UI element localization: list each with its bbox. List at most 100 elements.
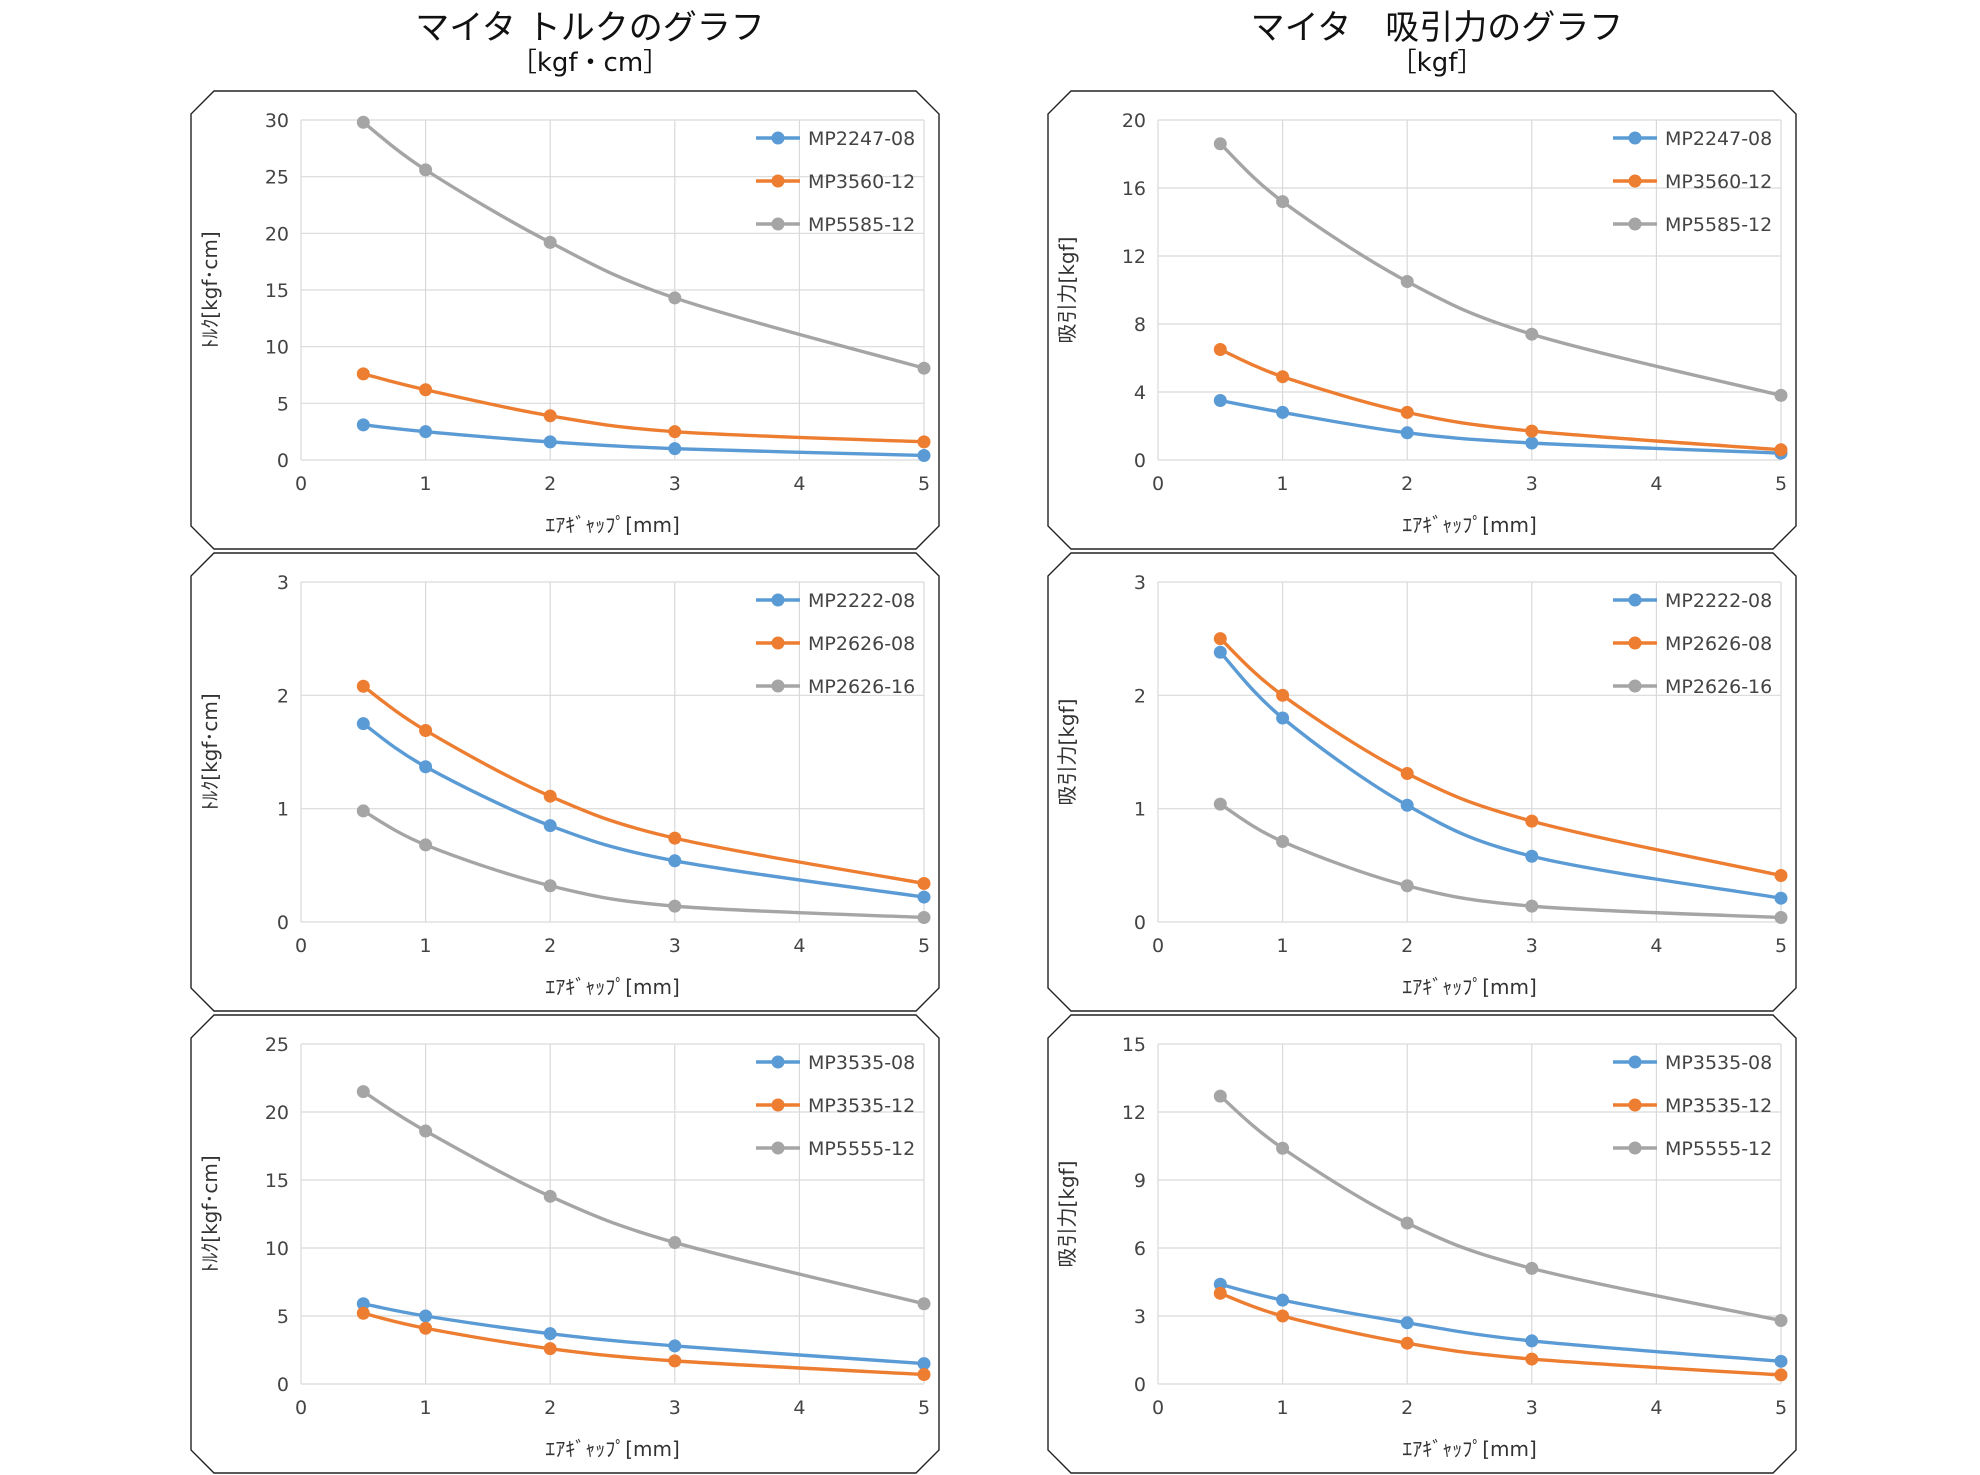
left-column-title: マイタ トルクのグラフ ［kgf・cm］ [270, 8, 910, 78]
x-tick-label: 0 [1152, 935, 1164, 957]
data-point [543, 1189, 557, 1203]
legend-marker [771, 1098, 785, 1112]
data-point [668, 291, 682, 305]
y-tick-label: 5 [277, 393, 289, 415]
data-point [1276, 1141, 1290, 1155]
data-point [668, 831, 682, 845]
data-point [1213, 394, 1227, 407]
torque-graph-unit: ［kgf・cm］ [510, 48, 670, 78]
data-point [1276, 1293, 1290, 1307]
data-point [1525, 814, 1539, 828]
y-axis-label: 吸引力[kgf] [1055, 237, 1079, 344]
legend-marker [1628, 131, 1642, 145]
data-point [1774, 388, 1788, 402]
y-tick-label: 15 [265, 1170, 289, 1192]
y-tick-label: 10 [265, 337, 289, 359]
data-point [1525, 436, 1539, 450]
y-tick-label: 1 [1134, 799, 1146, 821]
data-point [917, 1357, 931, 1371]
data-point [419, 723, 433, 737]
x-tick-label: 4 [793, 935, 805, 957]
legend-marker [1628, 174, 1642, 188]
data-point [668, 425, 682, 439]
legend-marker [771, 174, 785, 188]
y-tick-label: 0 [1134, 1374, 1146, 1396]
x-axis-label: ｴｱｷﾞｬｯﾌﾟ[mm] [1402, 513, 1537, 537]
legend-marker [771, 217, 785, 231]
data-point [1213, 1286, 1227, 1300]
legend-label: MP3560-12 [808, 171, 915, 193]
legend-label: MP2626-16 [808, 676, 915, 698]
data-point [1400, 767, 1414, 781]
x-tick-label: 2 [1401, 1397, 1413, 1419]
y-tick-label: 30 [265, 110, 289, 132]
data-point [419, 838, 433, 852]
data-point [1213, 645, 1227, 659]
data-point [356, 1297, 370, 1311]
series-line [1219, 637, 1782, 878]
data-point [917, 1297, 931, 1311]
data-point [1276, 195, 1290, 209]
data-point [1400, 405, 1414, 419]
y-axis-label: ﾄﾙｸ[kgf･cm] [198, 1155, 222, 1272]
y-tick-label: 8 [1134, 314, 1146, 336]
data-point [1774, 910, 1788, 924]
data-point [1400, 426, 1414, 440]
data-point [356, 679, 370, 693]
data-point [419, 1124, 433, 1138]
y-axis-label: 吸引力[kgf] [1055, 1161, 1079, 1268]
x-tick-label: 1 [420, 473, 432, 495]
data-point [543, 879, 557, 893]
x-tick-label: 1 [420, 935, 432, 957]
data-point [1213, 343, 1227, 356]
force-graph-unit: ［kgf］ [1390, 48, 1484, 78]
data-point [419, 1309, 433, 1323]
x-tick-label: 2 [544, 1397, 556, 1419]
x-axis-label: ｴｱｷﾞｬｯﾌﾟ[mm] [1402, 975, 1537, 999]
data-point [1525, 1352, 1539, 1366]
data-point [917, 1367, 931, 1381]
x-tick-label: 0 [295, 1397, 307, 1419]
data-point [543, 1342, 557, 1356]
y-tick-label: 3 [277, 572, 289, 594]
legend-marker [1628, 593, 1642, 607]
data-point [419, 1321, 433, 1335]
x-axis-label: ｴｱｷﾞｬｯﾌﾟ[mm] [1402, 1437, 1537, 1461]
x-tick-label: 4 [793, 473, 805, 495]
data-point [1213, 137, 1227, 151]
x-tick-label: 2 [1401, 473, 1413, 495]
x-tick-label: 3 [1526, 935, 1538, 957]
legend-marker [1628, 217, 1642, 231]
legend-label: MP5585-12 [808, 214, 915, 236]
x-tick-label: 0 [295, 935, 307, 957]
data-point [1276, 835, 1290, 849]
y-tick-label: 0 [277, 450, 289, 472]
x-tick-label: 4 [1650, 935, 1662, 957]
data-point [419, 425, 433, 439]
data-point [1774, 443, 1788, 457]
y-tick-label: 16 [1122, 178, 1146, 200]
data-point [356, 367, 370, 381]
data-point [917, 361, 931, 375]
y-tick-label: 6 [1134, 1238, 1146, 1260]
y-tick-label: 12 [1122, 1102, 1146, 1124]
chart-frame [1047, 1014, 1797, 1474]
x-tick-label: 2 [544, 935, 556, 957]
data-point [1525, 849, 1539, 863]
data-point [356, 418, 370, 432]
data-point [917, 448, 931, 462]
x-tick-label: 1 [420, 1397, 432, 1419]
y-tick-label: 5 [277, 1306, 289, 1328]
data-point [1774, 891, 1788, 905]
legend-marker [1628, 636, 1642, 650]
y-tick-label: 25 [265, 1034, 289, 1056]
data-point [356, 1306, 370, 1320]
y-tick-label: 3 [1134, 572, 1146, 594]
chart-frame [190, 1014, 940, 1474]
chart-force-1: 0 1 2 3 4 5048121620ｴｱｷﾞｬｯﾌﾟ[mm]吸引力[kgf]MP224… [1047, 90, 1797, 550]
x-tick-label: 4 [793, 1397, 805, 1419]
data-point [1774, 869, 1788, 883]
data-point [543, 1327, 557, 1341]
x-tick-label: 3 [669, 1397, 681, 1419]
data-point [1525, 899, 1539, 913]
